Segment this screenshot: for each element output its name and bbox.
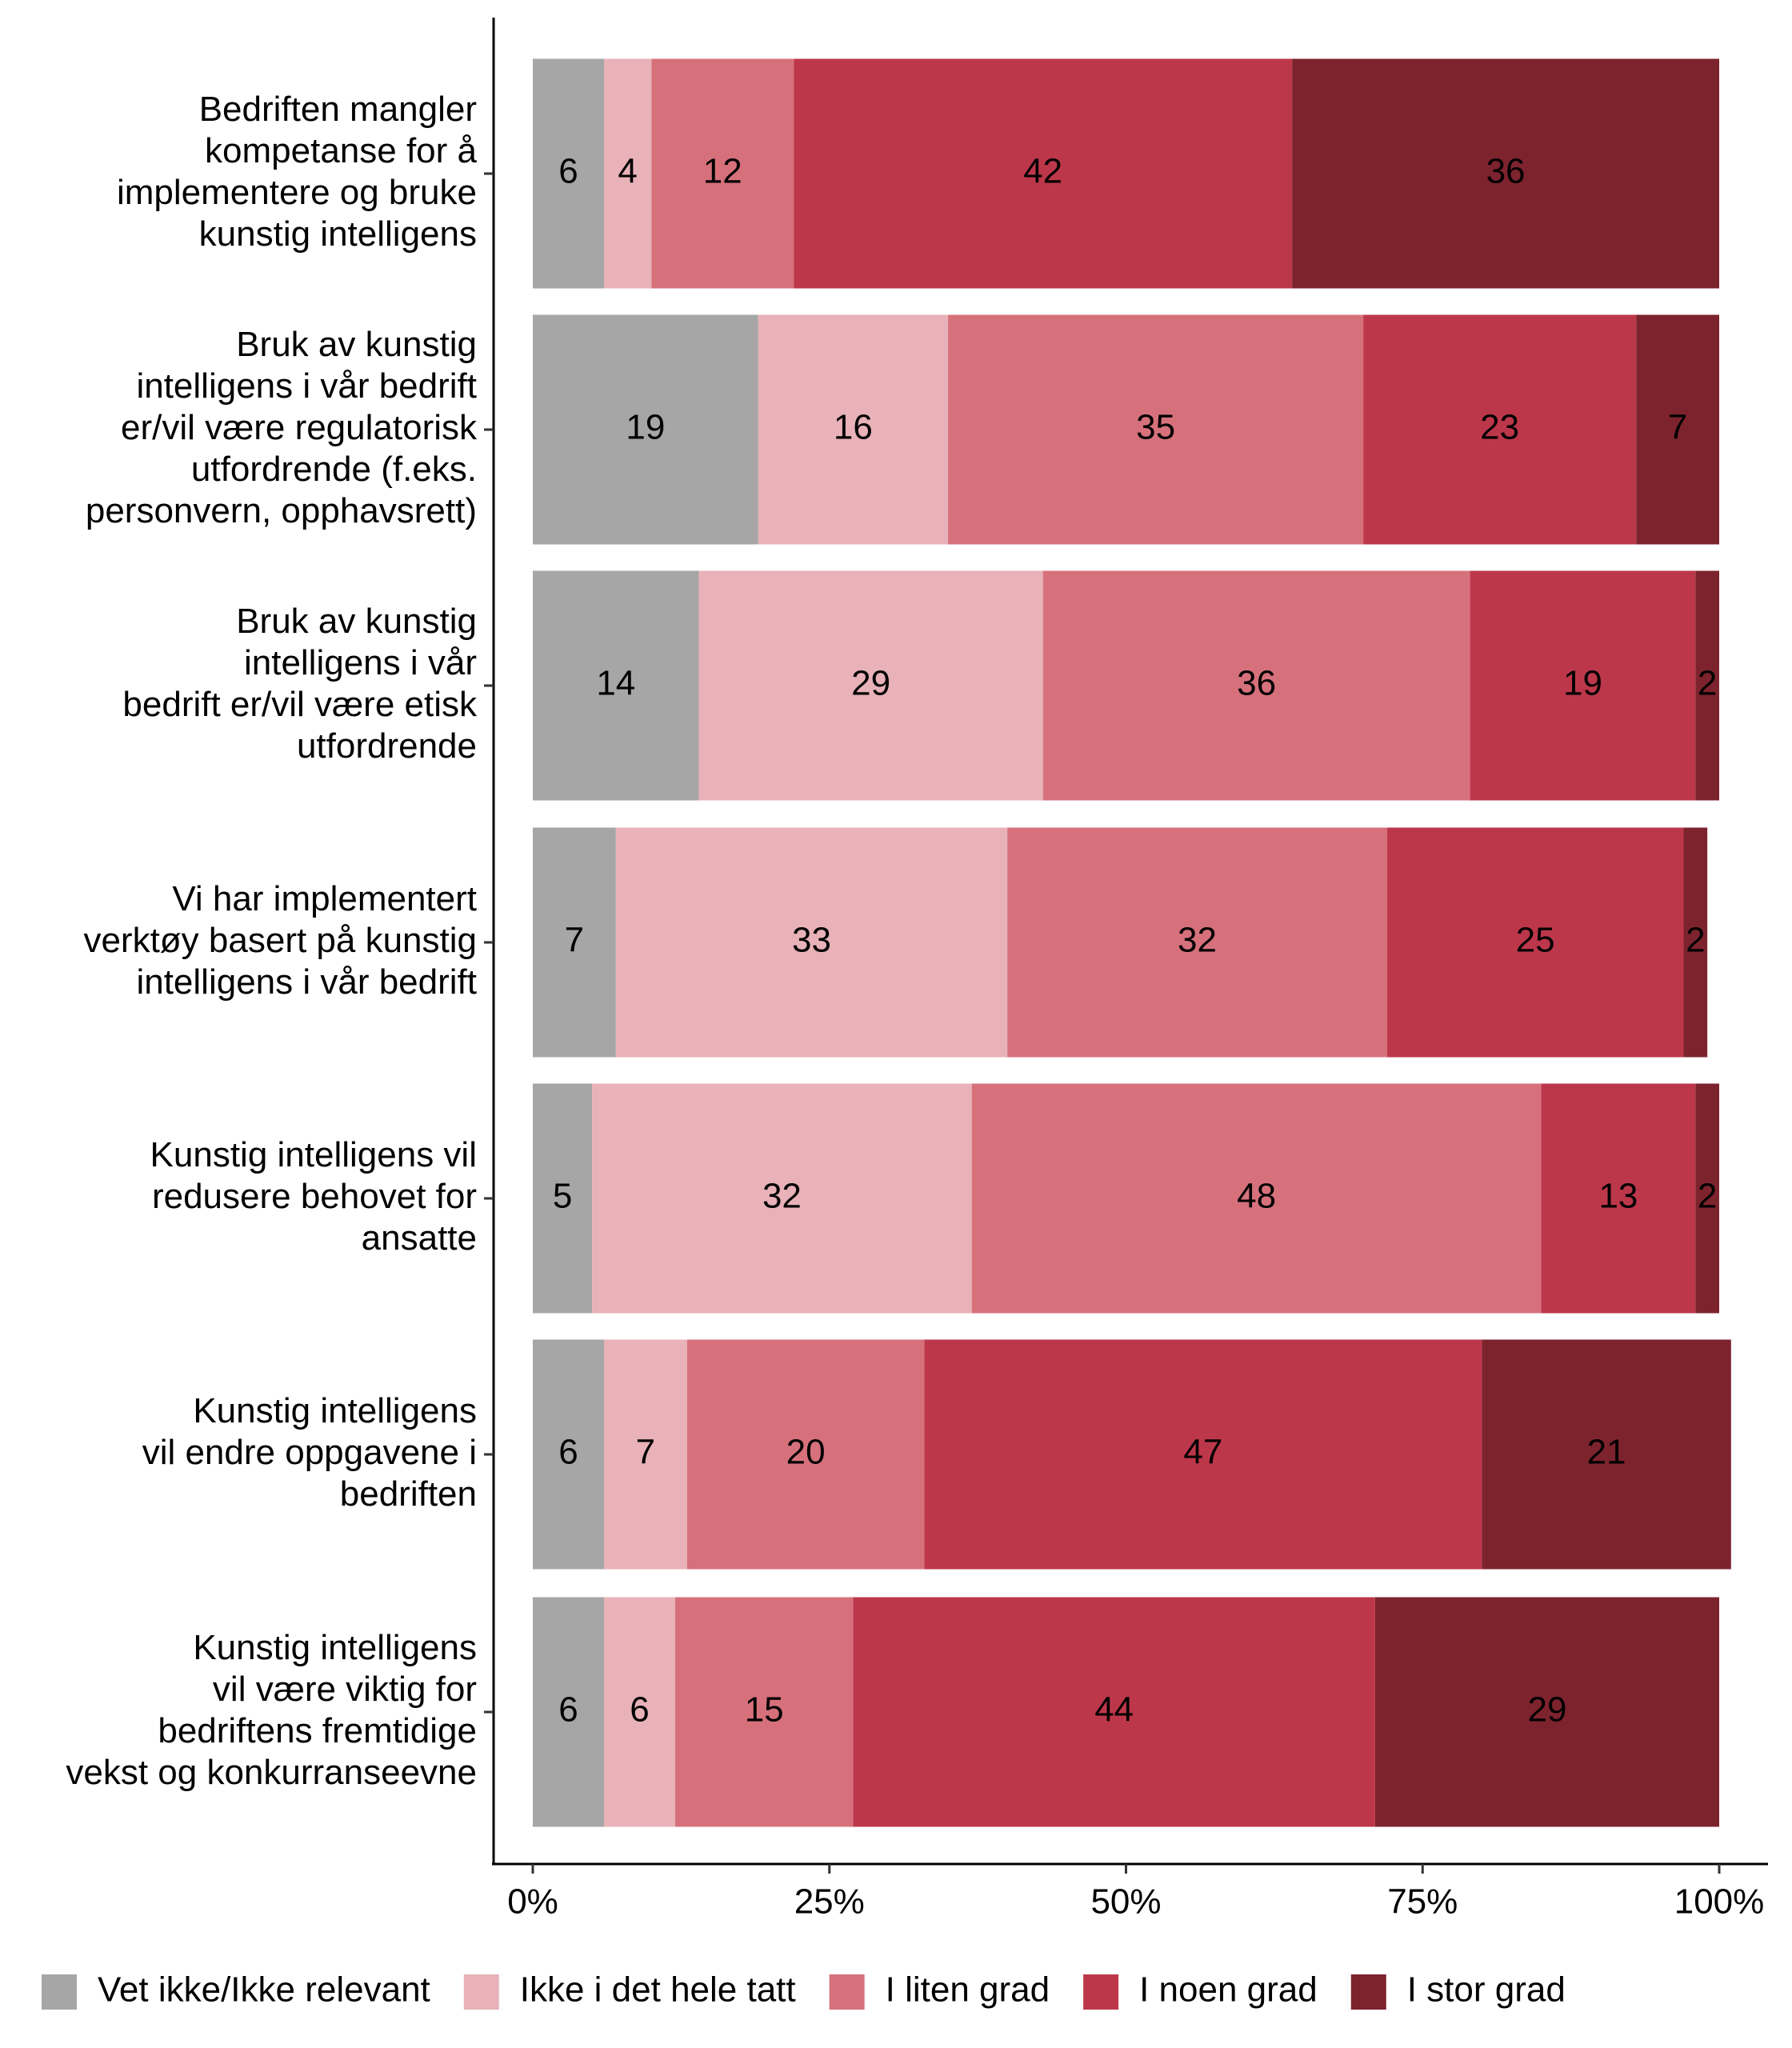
y-tick-label: Bruk av kunstig intelligens i vår bedrift… bbox=[86, 325, 478, 530]
value-label: 29 bbox=[851, 664, 890, 703]
legend-label: Vet ikke/Ikke relevant bbox=[98, 1970, 430, 2010]
value-label: 32 bbox=[762, 1177, 802, 1216]
bar-segment bbox=[603, 58, 652, 289]
bar-segment bbox=[1292, 58, 1719, 289]
y-tick-label: Kunstig intelligens vil endre oppgavene i… bbox=[142, 1391, 477, 1514]
bar-segment bbox=[674, 1597, 854, 1827]
value-label: 6 bbox=[630, 1690, 649, 1730]
value-label: 36 bbox=[1237, 664, 1276, 703]
value-label: 36 bbox=[1486, 152, 1526, 191]
bar-segment bbox=[971, 1083, 1542, 1314]
x-tick-label: 50% bbox=[1090, 1882, 1161, 1922]
value-label: 2 bbox=[1698, 1177, 1717, 1216]
value-label: 4 bbox=[618, 152, 637, 191]
legend-swatch bbox=[1083, 1974, 1119, 2010]
value-label: 6 bbox=[558, 1433, 578, 1472]
bar-segment bbox=[1695, 1083, 1719, 1314]
value-label: 23 bbox=[1480, 408, 1519, 447]
value-label: 19 bbox=[1563, 664, 1602, 703]
legend-label: Ikke i det hele tatt bbox=[520, 1970, 796, 2010]
bar-segment bbox=[592, 1083, 972, 1314]
legend-swatch bbox=[42, 1974, 77, 2010]
legend-swatch bbox=[463, 1974, 499, 2010]
bar-segment bbox=[1374, 1597, 1719, 1827]
bar-segment bbox=[533, 570, 699, 801]
x-tick-label: 0% bbox=[507, 1882, 558, 1922]
bar-segment bbox=[1683, 827, 1708, 1058]
value-label: 42 bbox=[1023, 152, 1062, 191]
bar-segment bbox=[924, 1339, 1482, 1570]
bar-segment bbox=[603, 1339, 687, 1570]
x-tick-label: 75% bbox=[1387, 1882, 1458, 1922]
value-label: 15 bbox=[745, 1690, 784, 1730]
value-label: 5 bbox=[553, 1177, 572, 1216]
value-label: 20 bbox=[786, 1433, 826, 1472]
y-tick-label: Vi har implementert verktøy basert på kun… bbox=[83, 879, 477, 1002]
bar-segment bbox=[1042, 570, 1470, 801]
legend-label: I noen grad bbox=[1139, 1970, 1318, 2010]
value-label: 16 bbox=[834, 408, 873, 447]
bar-segment bbox=[1636, 314, 1719, 545]
x-tick-label: 25% bbox=[794, 1882, 865, 1922]
value-label: 44 bbox=[1094, 1690, 1134, 1730]
value-label: 2 bbox=[1698, 664, 1717, 703]
bar-segment bbox=[615, 827, 1008, 1058]
bar-segment bbox=[794, 58, 1293, 289]
value-label: 6 bbox=[558, 1690, 578, 1730]
bar-segment bbox=[1363, 314, 1637, 545]
bar-segment bbox=[698, 570, 1043, 801]
x-tick-label: 100% bbox=[1674, 1882, 1765, 1922]
bar-segment bbox=[1695, 570, 1719, 801]
y-tick-label: Kunstig intelligens vil redusere behovet … bbox=[150, 1135, 477, 1258]
plot bbox=[533, 58, 1731, 1827]
value-label: 13 bbox=[1598, 1177, 1638, 1216]
legend-swatch bbox=[1350, 1974, 1386, 2010]
value-label: 6 bbox=[558, 152, 578, 191]
bar-segment bbox=[533, 314, 758, 545]
value-label: 25 bbox=[1516, 921, 1555, 960]
bar-segment bbox=[758, 314, 949, 545]
value-label: 7 bbox=[636, 1433, 655, 1472]
value-label: 2 bbox=[1686, 921, 1705, 960]
value-label: 48 bbox=[1237, 1177, 1276, 1216]
y-tick-label: Bruk av kunstig intelligens i vår bedrift … bbox=[122, 602, 478, 766]
value-label: 21 bbox=[1587, 1433, 1626, 1472]
bar-segment bbox=[533, 827, 616, 1058]
value-label: 19 bbox=[626, 408, 665, 447]
value-label: 7 bbox=[1668, 408, 1687, 447]
legend-label: I stor grad bbox=[1407, 1970, 1566, 2010]
bar-segment bbox=[686, 1339, 925, 1570]
bar-segment bbox=[533, 58, 604, 289]
bar-segment bbox=[1482, 1339, 1731, 1570]
y-tick-label: Bedriften mangler kompetanse for å impleme… bbox=[117, 90, 478, 254]
bar-segment bbox=[948, 314, 1364, 545]
bar-segment bbox=[533, 1083, 593, 1314]
bar-segment bbox=[1541, 1083, 1696, 1314]
value-label: 29 bbox=[1527, 1690, 1566, 1730]
value-label: 12 bbox=[703, 152, 742, 191]
bar-segment bbox=[603, 1597, 675, 1827]
value-label: 7 bbox=[565, 921, 584, 960]
bar-segment bbox=[533, 1339, 604, 1570]
bar-segment bbox=[1007, 827, 1387, 1058]
bar-segment bbox=[1470, 570, 1696, 801]
value-label: 14 bbox=[596, 664, 635, 703]
value-label: 47 bbox=[1183, 1433, 1222, 1472]
value-label: 35 bbox=[1136, 408, 1175, 447]
value-label: 32 bbox=[1178, 921, 1217, 960]
bar-segment bbox=[651, 58, 794, 289]
legend-swatch bbox=[829, 1974, 865, 2010]
bar-segment bbox=[1386, 827, 1684, 1058]
bar-segment bbox=[533, 1597, 604, 1827]
bar-segment bbox=[853, 1597, 1375, 1827]
y-tick-label: Kunstig intelligens vil være viktig for be… bbox=[66, 1628, 477, 1792]
value-label: 33 bbox=[792, 921, 831, 960]
legend-label: I liten grad bbox=[886, 1970, 1050, 2010]
